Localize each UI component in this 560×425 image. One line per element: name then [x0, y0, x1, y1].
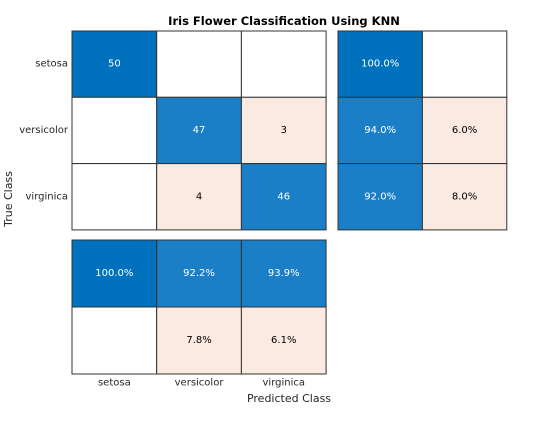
column-summary-value: 100.0%	[95, 268, 133, 279]
matrix-cell	[156, 30, 242, 98]
column-summary-cell	[156, 239, 242, 308]
column-summary-value: 7.8%	[186, 335, 211, 346]
row-summary-value: 94.0%	[364, 125, 396, 136]
y-tick-label: virginica	[26, 191, 69, 202]
y-axis-label: True Class	[2, 171, 15, 228]
x-tick-label: virginica	[263, 378, 306, 389]
row-summary-cell	[421, 163, 508, 231]
matrix-cell	[240, 163, 327, 231]
y-tick-label: setosa	[35, 59, 68, 70]
matrix-cell	[71, 96, 158, 165]
row-summary-cell	[421, 96, 508, 165]
matrix-cell	[71, 163, 158, 231]
chart-title: Iris Flower Classification Using KNN	[168, 14, 400, 28]
matrix-cell	[156, 163, 242, 231]
column-summary-cell	[240, 239, 327, 308]
column-summary-value: 6.1%	[271, 335, 296, 346]
x-axis-label: Predicted Class	[247, 392, 331, 405]
x-tick-label: versicolor	[175, 378, 225, 389]
matrix-cell-value: 46	[277, 191, 290, 202]
matrix-cell	[240, 96, 327, 165]
row-summary-cell	[337, 163, 423, 231]
row-summary-value: 6.0%	[452, 125, 477, 136]
row-summary-value: 92.0%	[364, 191, 396, 202]
column-summary-cell	[240, 306, 327, 375]
row-summary-value: 8.0%	[452, 191, 477, 202]
column-summary-value: 93.9%	[268, 268, 300, 279]
column-summary-value: 92.2%	[183, 268, 215, 279]
x-tick-label: setosa	[98, 378, 131, 389]
matrix-cell-value: 4	[196, 191, 202, 202]
matrix-cell-value: 50	[108, 59, 121, 70]
matrix-cell	[71, 30, 158, 98]
matrix-cell-value: 47	[193, 125, 206, 136]
row-summary-cell	[421, 30, 508, 98]
column-summary-cell	[71, 306, 158, 375]
matrix-cell-value: 3	[281, 125, 287, 136]
row-summary-value: 100.0%	[361, 59, 399, 70]
matrix-cell	[156, 96, 242, 165]
y-tick-label: versicolor	[19, 125, 69, 136]
row-summary-cell	[337, 30, 423, 98]
column-summary-cell	[156, 306, 242, 375]
matrix-cell	[240, 30, 327, 98]
